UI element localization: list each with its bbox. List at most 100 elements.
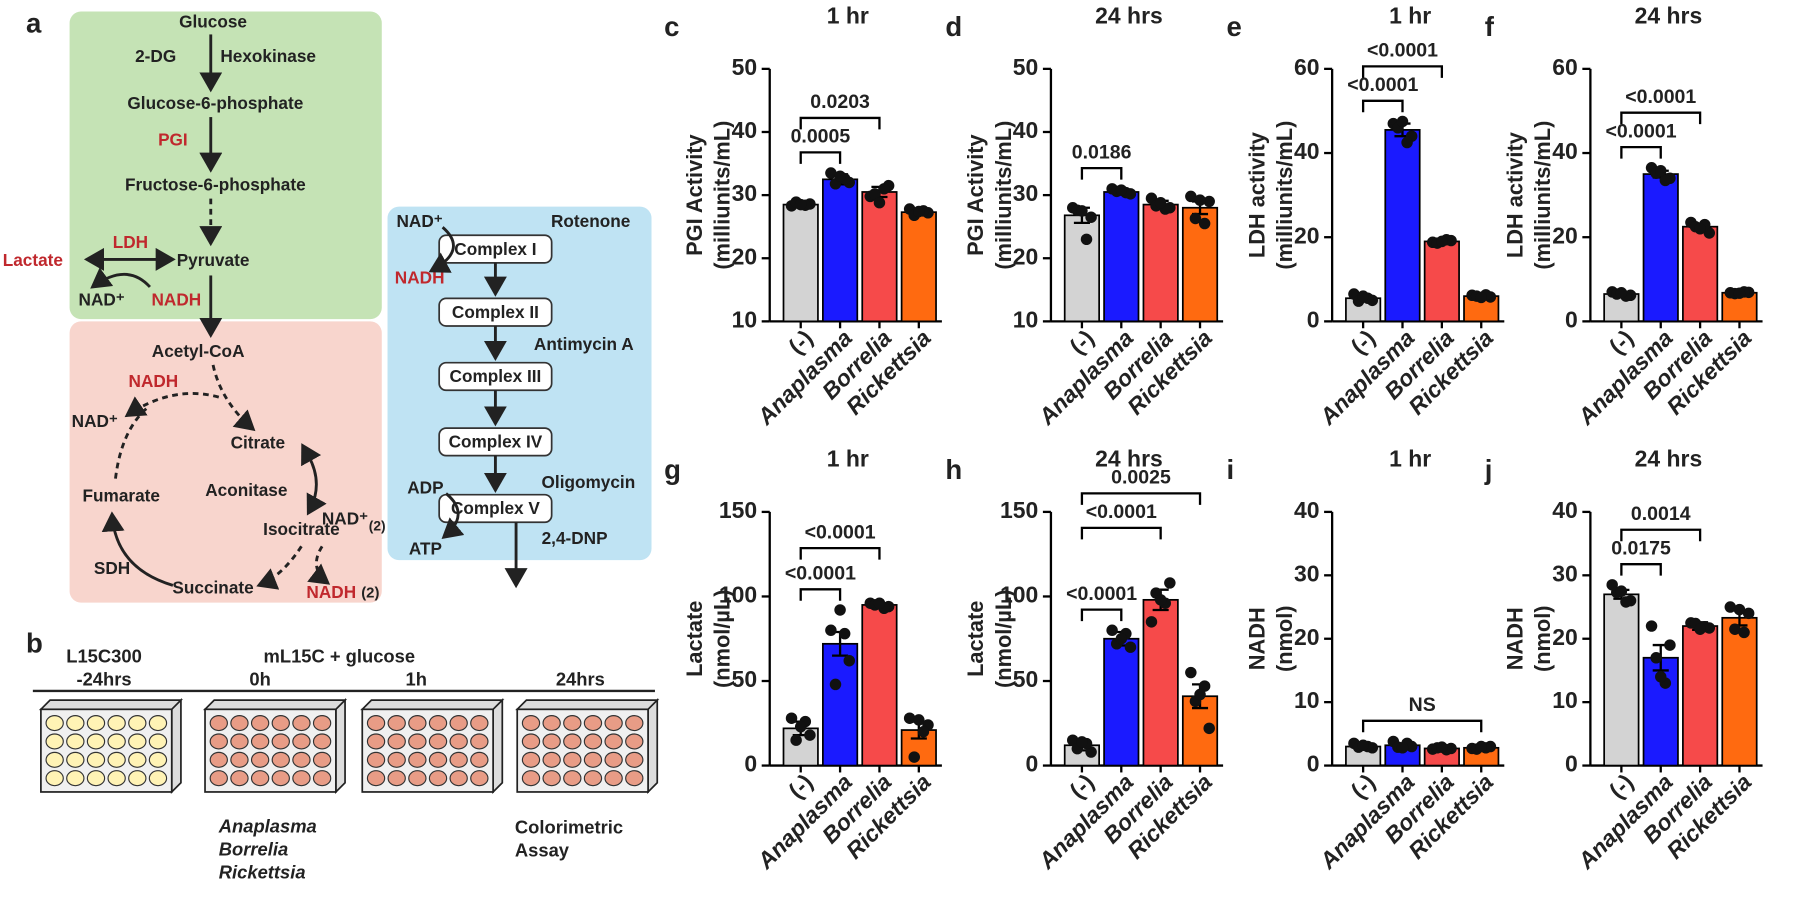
well xyxy=(128,770,147,787)
label: 2,4-DNP xyxy=(542,528,608,548)
p-value: NS xyxy=(1409,694,1436,716)
significance-bracket xyxy=(1080,608,1123,622)
well xyxy=(521,770,541,787)
y-tick-label: 20 xyxy=(1552,222,1578,248)
p-value: 0.0175 xyxy=(1611,537,1671,559)
data-point xyxy=(1733,603,1746,616)
well xyxy=(292,715,311,732)
well xyxy=(45,733,64,750)
label: L15C300 xyxy=(66,646,142,667)
data-point xyxy=(829,678,842,691)
well xyxy=(428,770,448,787)
data-point xyxy=(917,726,930,738)
well xyxy=(230,751,249,768)
label: 0h xyxy=(249,668,270,689)
well xyxy=(107,715,126,732)
y-tick-label: 0 xyxy=(1565,751,1578,777)
data-point xyxy=(785,712,798,724)
chart-title: 24 hrs xyxy=(1095,2,1163,28)
y-tick-label: 40 xyxy=(1013,117,1039,143)
y-tick-label: 20 xyxy=(1294,222,1320,248)
bar xyxy=(782,203,819,323)
well xyxy=(604,733,623,750)
well xyxy=(366,770,386,787)
data-point xyxy=(1203,722,1215,735)
data-point xyxy=(825,167,837,179)
data-point xyxy=(1124,641,1137,653)
y-tick-label: 40 xyxy=(1552,497,1578,523)
well xyxy=(45,751,64,768)
well xyxy=(470,733,489,750)
label: PGI xyxy=(158,130,188,150)
data-point xyxy=(1067,734,1079,746)
data-point xyxy=(1645,620,1658,632)
p-value: <0.0001 xyxy=(805,521,876,543)
well xyxy=(66,715,85,732)
panel-letter: i xyxy=(1227,454,1235,485)
well xyxy=(563,751,582,768)
panel-letter: g xyxy=(664,454,681,485)
tca-box xyxy=(69,321,382,603)
label: 1h xyxy=(405,668,426,689)
data-point xyxy=(1703,227,1716,239)
y-axis-label: LDH activity xyxy=(1503,132,1528,258)
label: Citrate xyxy=(231,433,286,453)
well xyxy=(542,770,561,787)
data-point xyxy=(794,198,807,211)
y-axis-label: NADH xyxy=(1244,607,1269,670)
p-value: 0.0186 xyxy=(1072,141,1132,163)
data-point xyxy=(1396,742,1409,754)
complex-box xyxy=(438,493,553,524)
well xyxy=(387,751,406,768)
chart-title: 24 hrs xyxy=(1635,2,1703,28)
label: Glucose-6-phosphate xyxy=(127,93,303,113)
data-point xyxy=(1115,632,1128,645)
y-axis-label: PGI Activity xyxy=(963,134,988,256)
label: Hexokinase xyxy=(220,46,316,66)
well xyxy=(271,715,290,732)
p-value: <0.0001 xyxy=(1086,501,1157,523)
well xyxy=(66,770,85,787)
data-point xyxy=(790,734,802,746)
label: Pyruvate xyxy=(177,250,250,270)
data-point xyxy=(1154,196,1167,209)
data-point xyxy=(878,183,890,195)
data-point xyxy=(1659,174,1672,187)
label: Rickettsia xyxy=(219,861,306,882)
well xyxy=(366,733,386,750)
well xyxy=(408,733,427,750)
bar xyxy=(861,191,898,323)
well xyxy=(250,770,270,787)
p-value: <0.0001 xyxy=(1625,86,1696,108)
significance-bracket xyxy=(1361,99,1404,113)
data-point xyxy=(1475,291,1487,304)
arrows xyxy=(83,34,528,590)
well xyxy=(292,770,311,787)
y-tick-label: 0 xyxy=(1565,306,1578,332)
well xyxy=(250,715,270,732)
p-value: <0.0001 xyxy=(1606,120,1677,142)
y-tick-label: 10 xyxy=(1013,306,1039,332)
well xyxy=(271,751,290,768)
well xyxy=(230,770,249,787)
data-point xyxy=(1154,594,1167,606)
well xyxy=(387,770,406,787)
data-point xyxy=(1164,577,1176,589)
data-point xyxy=(903,712,916,724)
well xyxy=(563,733,582,750)
panel-letter: h xyxy=(945,454,962,485)
label: Borrelia xyxy=(219,838,288,859)
panel-letter: j xyxy=(1484,454,1493,485)
label: -24hrs xyxy=(76,668,131,689)
y-tick-label: 0 xyxy=(744,751,757,777)
well xyxy=(107,751,126,768)
label: 24hrs xyxy=(556,668,605,689)
y-tick-label: 30 xyxy=(1013,180,1039,206)
data-point xyxy=(1357,739,1369,752)
data-point xyxy=(1085,746,1097,758)
y-tick-label: 10 xyxy=(732,306,758,332)
y-tick-label: 60 xyxy=(1294,54,1320,80)
well xyxy=(366,715,386,732)
